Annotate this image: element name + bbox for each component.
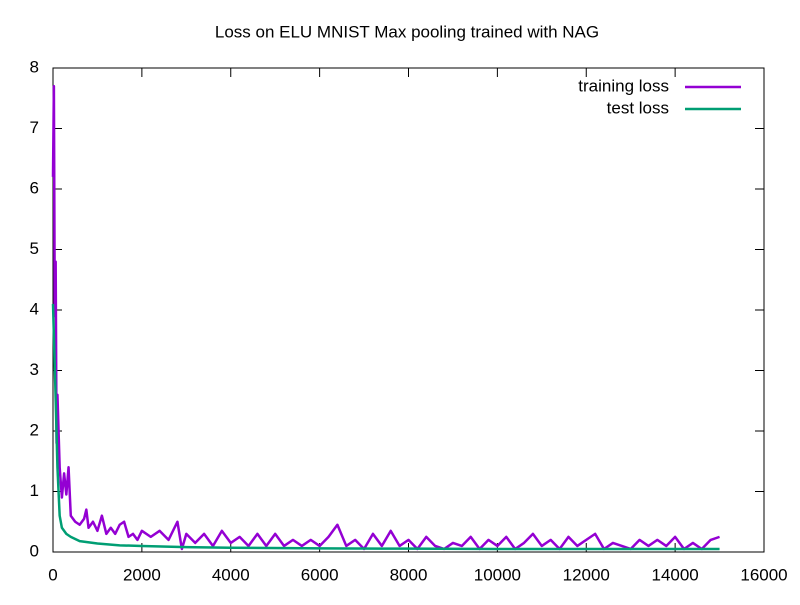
series-line xyxy=(51,303,720,551)
x-tick-label: 12000 xyxy=(563,565,610,584)
x-tick-label: 10000 xyxy=(474,565,521,584)
legend-label: test loss xyxy=(607,98,669,117)
series-line xyxy=(51,84,720,551)
x-tick-label: 8000 xyxy=(390,565,428,584)
y-tick-label: 7 xyxy=(30,118,39,137)
y-tick-label: 8 xyxy=(30,57,39,76)
y-tick-label: 0 xyxy=(30,541,39,560)
x-tick-label: 14000 xyxy=(651,565,698,584)
x-tick-label: 6000 xyxy=(301,565,339,584)
y-tick-label: 4 xyxy=(30,299,39,318)
y-tick-label: 6 xyxy=(30,178,39,197)
y-tick-label: 1 xyxy=(30,481,39,500)
y-tick-label: 2 xyxy=(30,420,39,439)
x-tick-label: 2000 xyxy=(123,565,161,584)
x-tick-label: 4000 xyxy=(212,565,250,584)
x-tick-label: 16000 xyxy=(740,565,787,584)
y-tick-label: 5 xyxy=(30,239,39,258)
legend-label: training loss xyxy=(578,76,669,95)
x-tick-label: 0 xyxy=(48,565,57,584)
chart-title: Loss on ELU MNIST Max pooling trained wi… xyxy=(215,22,599,41)
y-tick-label: 3 xyxy=(30,360,39,379)
